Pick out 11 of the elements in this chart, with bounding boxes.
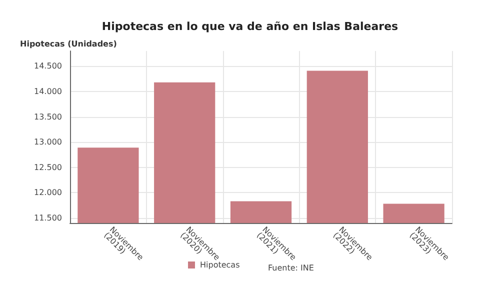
legend-label: Hipotecas bbox=[200, 260, 240, 270]
y-tick-label: 13.500 bbox=[34, 112, 62, 122]
y-tick-label: 12.000 bbox=[34, 188, 62, 198]
y-tick-label: 13.000 bbox=[34, 138, 62, 147]
source-note: Fuente: INE bbox=[268, 264, 314, 272]
y-tick-label: 12.500 bbox=[34, 162, 62, 172]
y-axis-title: Hipotecas (Unidades) bbox=[20, 40, 117, 48]
chart-title: Hipotecas en lo que va de año en Islas Baleares bbox=[102, 20, 399, 33]
y-tick-label: 11.500 bbox=[34, 213, 62, 222]
y-tick-label: 14.000 bbox=[34, 86, 62, 96]
y-tick-label: 14.500 bbox=[34, 62, 62, 71]
